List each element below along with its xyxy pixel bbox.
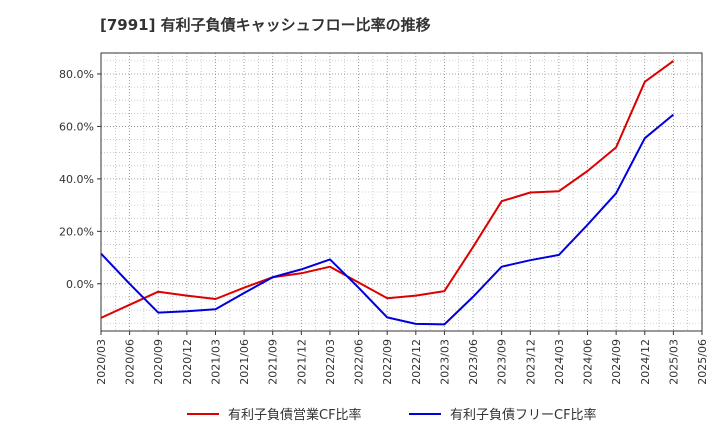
- legend: 有利子負債営業CF比率 有利子負債フリーCF比率: [187, 407, 597, 423]
- y-tick-label: 0.0%: [66, 278, 94, 291]
- chart-title: [7991] 有利子負債キャッシュフロー比率の推移: [100, 16, 431, 34]
- y-axis: 0.0% 20.0% 40.0% 60.0% 80.0%: [59, 68, 101, 291]
- x-tick-label: 2021/06: [238, 339, 251, 385]
- x-tick-label: 2022/12: [410, 339, 423, 385]
- x-tick-label: 2021/12: [295, 339, 308, 385]
- series-line-2: [100, 113, 675, 326]
- x-tick-label: 2024/12: [639, 339, 652, 385]
- legend-label-2: 有利子負債フリーCF比率: [450, 407, 597, 423]
- y-tick-label: 40.0%: [59, 173, 94, 186]
- y-tick-label: 20.0%: [59, 225, 94, 238]
- x-tick-label: 2021/03: [209, 339, 222, 385]
- series-line-1: [100, 60, 674, 319]
- x-tick-label: 2024/09: [610, 339, 623, 385]
- x-tick-label: 2025/06: [696, 339, 709, 385]
- x-tick-label: 2024/06: [582, 339, 595, 385]
- legend-label-1: 有利子負債営業CF比率: [228, 407, 362, 423]
- x-tick-label: 2020/06: [124, 339, 137, 385]
- x-tick-label: 2022/06: [353, 339, 366, 385]
- x-tick-label: 2023/12: [524, 339, 537, 385]
- x-axis: 2020/03 2020/06 2020/09 2020/12 2021/03 2021/…: [95, 331, 709, 385]
- y-tick-label: 80.0%: [59, 68, 94, 81]
- x-tick-label: 2023/03: [438, 339, 451, 385]
- x-tick-label: 2025/03: [667, 339, 680, 385]
- x-tick-label: 2020/12: [181, 339, 194, 385]
- x-tick-label: 2024/03: [553, 339, 566, 385]
- x-tick-label: 2022/03: [324, 339, 337, 385]
- x-tick-label: 2020/03: [95, 339, 108, 385]
- x-tick-label: 2021/09: [267, 339, 280, 385]
- x-tick-label: 2023/09: [496, 339, 509, 385]
- x-tick-label: 2020/09: [152, 339, 165, 385]
- plot-grid: [100, 53, 703, 331]
- x-tick-label: 2022/09: [381, 339, 394, 385]
- x-tick-label: 2023/06: [467, 339, 480, 385]
- series-layer: [100, 60, 675, 326]
- y-tick-label: 60.0%: [59, 120, 94, 133]
- plot-frame: [100, 52, 703, 332]
